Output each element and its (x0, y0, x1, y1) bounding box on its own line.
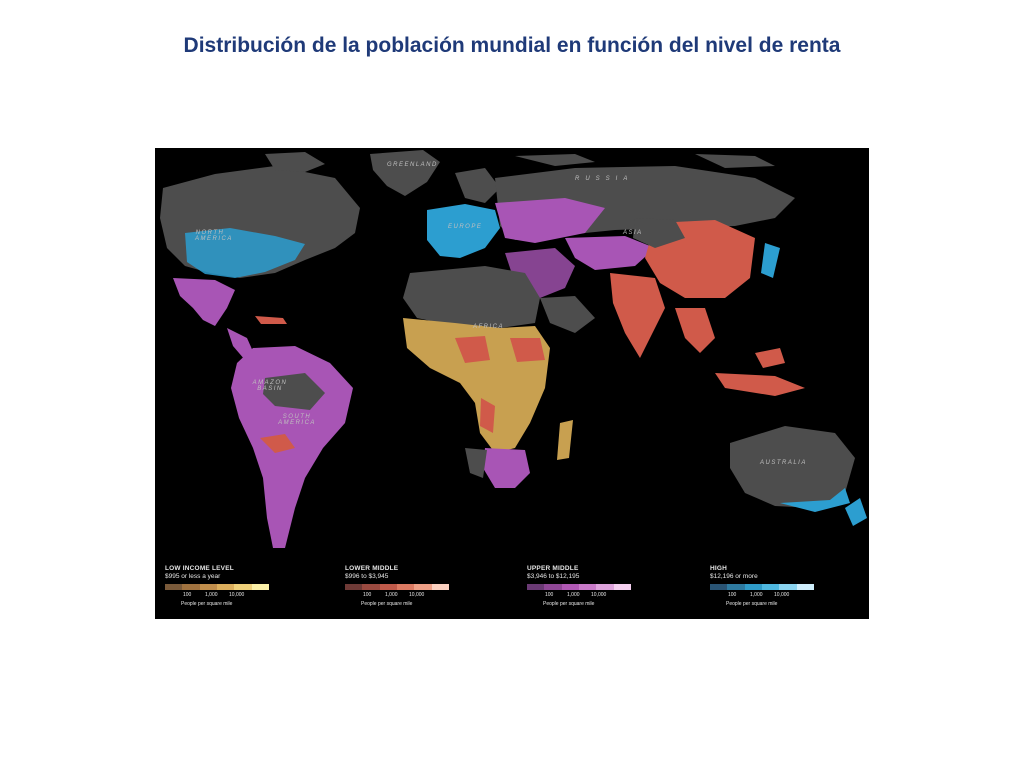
legend-tick: 10,000 (409, 592, 425, 598)
legend-ticks: 100 1,000 10,000 (345, 592, 449, 600)
legend-tick: 10,000 (591, 592, 607, 598)
legend-color-bar (710, 584, 814, 590)
legend-low-income: LOW INCOME LEVEL $995 or less a year 100… (165, 565, 285, 607)
russia-upper-middle (495, 198, 605, 243)
legend-ticks: 100 1,000 10,000 (527, 592, 631, 600)
legend-title: LOW INCOME LEVEL (165, 565, 234, 572)
legend-range: $12,196 or more (710, 573, 758, 580)
legend-high: HIGH $12,196 or more 100 1,000 10,000 Pe… (710, 565, 830, 607)
legend-unit: People per square mile (181, 601, 233, 607)
label-amazon-basin: AMAZON BASIN (252, 380, 288, 392)
legend-tick: 100 (728, 592, 737, 598)
label-europe: EUROPE (448, 224, 483, 230)
africa-low-income (403, 318, 550, 453)
usa-high-income (185, 228, 305, 278)
page-title: Distribución de la población mundial en … (183, 34, 841, 57)
legend-upper-middle: UPPER MIDDLE $3,946 to $12,195 100 1,000… (527, 565, 647, 607)
legend-title: HIGH (710, 565, 728, 572)
south-africa-upper-middle (483, 448, 530, 488)
legend-tick: 1,000 (385, 592, 398, 598)
label-greenland: GREENLAND (387, 162, 438, 168)
mexico-upper-middle (173, 278, 235, 326)
label-australia: AUSTRALIA (760, 460, 807, 466)
label-russia: RUSSIA (575, 176, 634, 182)
legend-tick: 1,000 (205, 592, 218, 598)
greenland-shape (370, 150, 440, 196)
legend-color-bar (527, 584, 631, 590)
legend-tick: 1,000 (567, 592, 580, 598)
legend-range: $996 to $3,945 (345, 573, 389, 580)
legend-range: $3,946 to $12,195 (527, 573, 580, 580)
label-africa: AFRICA (473, 324, 505, 330)
legend-ticks: 100 1,000 10,000 (165, 592, 269, 600)
legend-lower-middle: LOWER MIDDLE $996 to $3,945 100 1,000 10… (345, 565, 465, 607)
legend-tick: 100 (363, 592, 372, 598)
legend-tick: 100 (545, 592, 554, 598)
legend-unit: People per square mile (543, 601, 595, 607)
label-asia: ASIA (623, 230, 643, 236)
legend-tick: 100 (183, 592, 192, 598)
label-north-america: NORTH AMERICA (195, 230, 233, 242)
legend-unit: People per square mile (726, 601, 778, 607)
europe-high-income (427, 204, 500, 258)
legend-color-bar (165, 584, 269, 590)
world-map: GREENLAND NORTH AMERICA EUROPE RUSSIA AS… (155, 148, 869, 619)
world-map-graphic (160, 150, 867, 548)
legend-tick: 10,000 (774, 592, 790, 598)
australia-high-income (730, 426, 855, 508)
legend-color-bar (345, 584, 449, 590)
legend-range: $995 or less a year (165, 573, 221, 580)
north-africa-shape (403, 266, 540, 328)
legend-tick: 1,000 (750, 592, 763, 598)
label-south-america: SOUTH AMERICA (278, 414, 316, 426)
legend-title: LOWER MIDDLE (345, 565, 399, 572)
legend-unit: People per square mile (361, 601, 413, 607)
india-lower-middle (610, 273, 665, 358)
legend-tick: 10,000 (229, 592, 245, 598)
legend-title: UPPER MIDDLE (527, 565, 579, 572)
legend-ticks: 100 1,000 10,000 (710, 592, 814, 600)
